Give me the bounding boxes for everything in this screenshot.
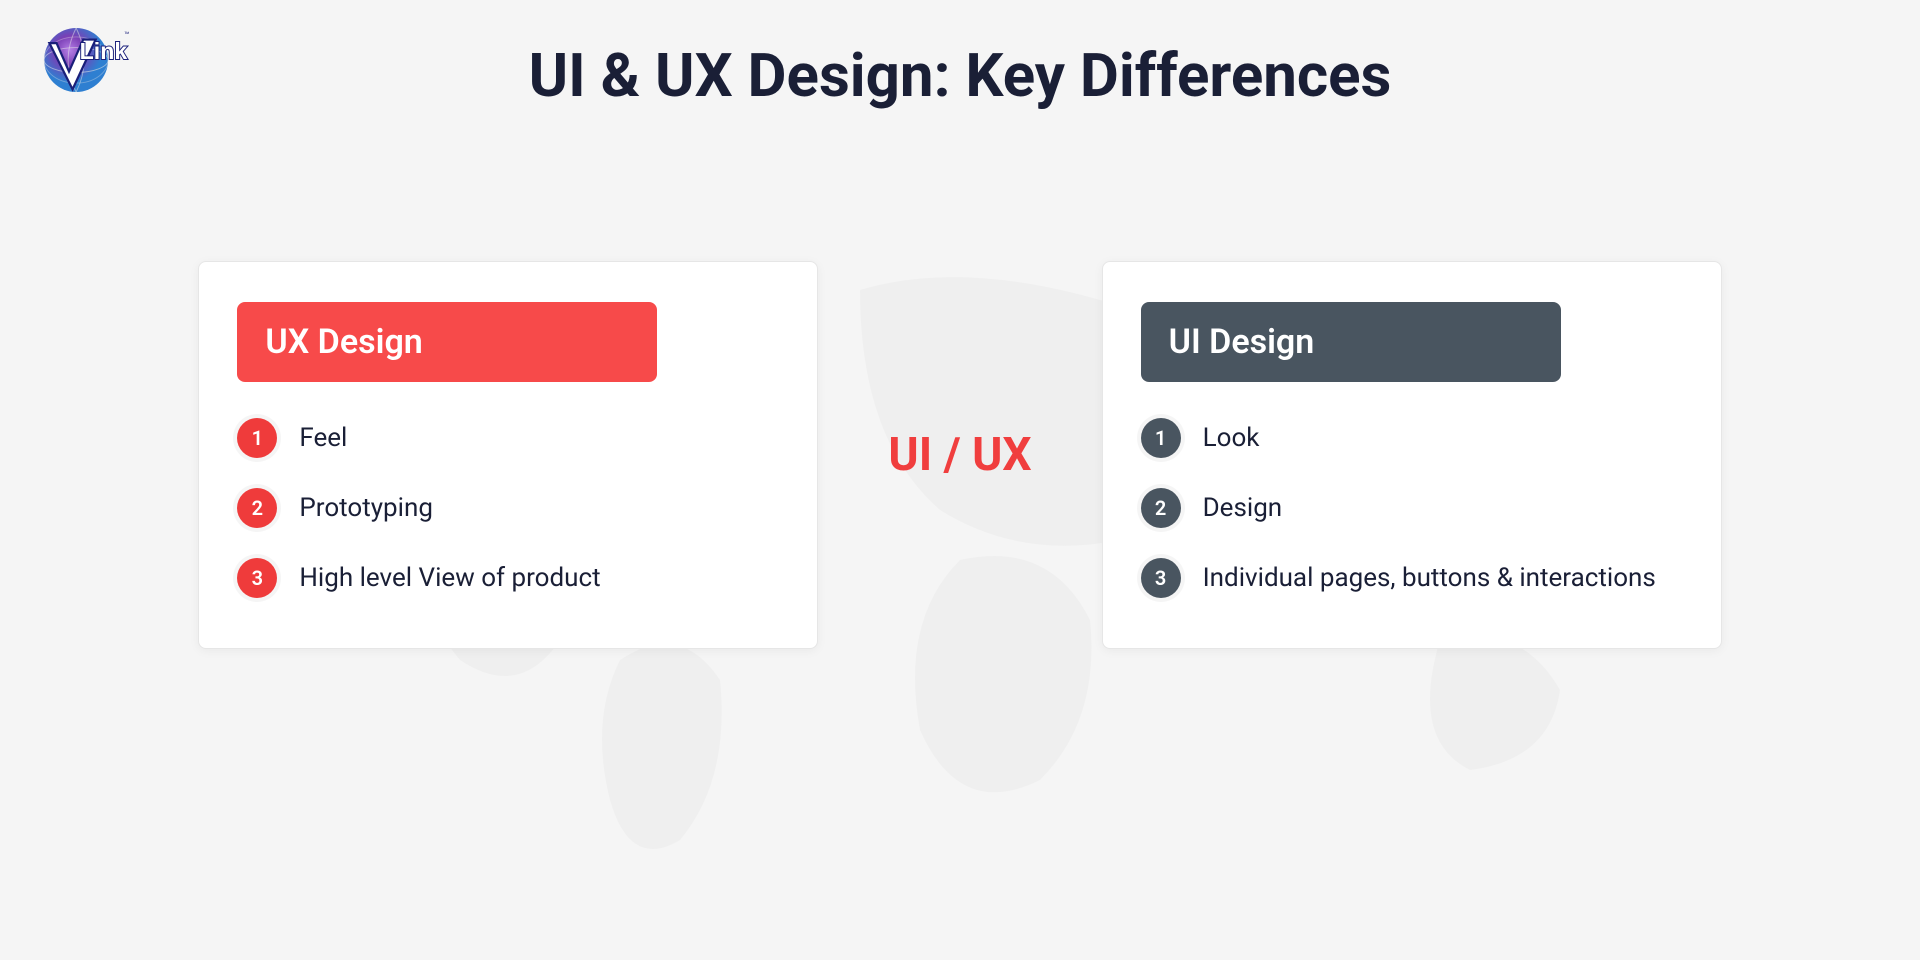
list-item: 2 Design [1141,488,1683,528]
item-label: Design [1203,493,1283,523]
ux-item-list: 1 Feel 2 Prototyping 3 High level View o… [237,418,779,598]
comparison-row: UX Design 1 Feel 2 Prototyping 3 High le… [0,261,1920,649]
item-label: Feel [299,423,347,453]
ui-card: UI Design 1 Look 2 Design 3 Individual p… [1102,261,1722,649]
badge-number: 3 [1141,558,1181,598]
ux-card-header: UX Design [237,302,657,382]
item-label: Look [1203,423,1260,453]
list-item: 2 Prototyping [237,488,779,528]
item-label: High level View of product [299,563,600,593]
list-item: 1 Feel [237,418,779,458]
badge-number: 2 [1141,488,1181,528]
ui-item-list: 1 Look 2 Design 3 Individual pages, butt… [1141,418,1683,598]
logo-text: Link [80,38,128,64]
ui-card-header: UI Design [1141,302,1561,382]
ux-card: UX Design 1 Feel 2 Prototyping 3 High le… [198,261,818,649]
list-item: 3 High level View of product [237,558,779,598]
badge-number: 3 [237,558,277,598]
page-title: UI & UX Design: Key Differences [0,0,1920,111]
vlink-logo: Link ™ [30,20,140,100]
center-label: UI / UX [888,428,1031,482]
list-item: 3 Individual pages, buttons & interactio… [1141,558,1683,598]
badge-number: 1 [1141,418,1181,458]
badge-number: 2 [237,488,277,528]
svg-text:™: ™ [124,31,130,41]
item-label: Individual pages, buttons & interactions [1203,563,1656,593]
item-label: Prototyping [299,493,433,523]
badge-number: 1 [237,418,277,458]
list-item: 1 Look [1141,418,1683,458]
